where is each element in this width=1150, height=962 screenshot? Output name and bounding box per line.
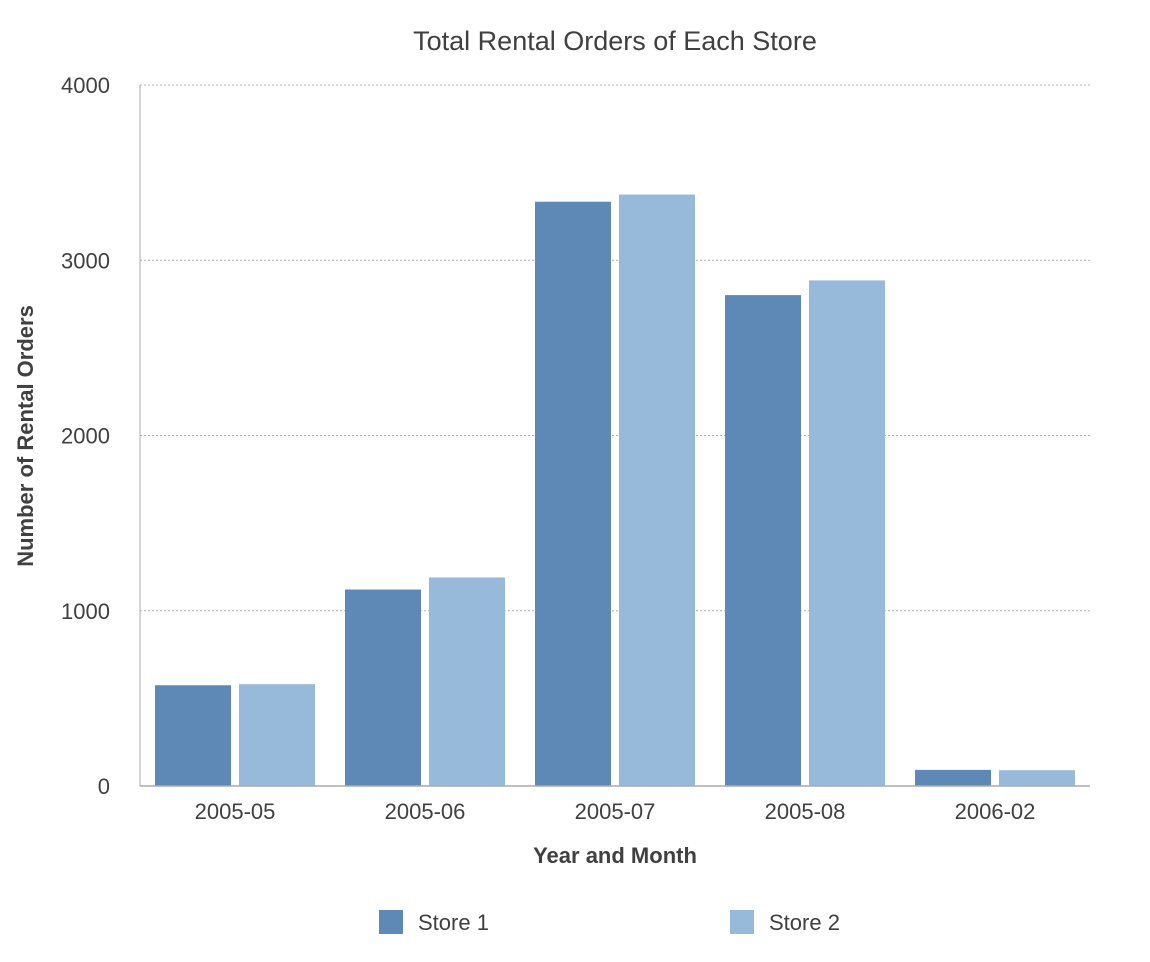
legend-swatch <box>730 910 754 934</box>
bar-store-1-2005-05 <box>155 685 231 786</box>
axes <box>139 85 1090 787</box>
y-tick-label: 1000 <box>61 599 110 624</box>
bar-store-2-2005-06 <box>429 577 505 786</box>
bar-store-2-2005-08 <box>809 280 885 786</box>
bar-store-1-2006-02 <box>915 769 991 786</box>
bar-store-1-2005-06 <box>345 589 421 786</box>
y-tick-label: 3000 <box>61 248 110 273</box>
gridlines <box>140 84 1090 612</box>
y-tick-label: 2000 <box>61 424 110 449</box>
y-tick-label: 0 <box>98 774 110 799</box>
y-tick-label: 4000 <box>61 73 110 98</box>
x-tick-label: 2005-07 <box>575 799 656 824</box>
bar-store-1-2005-08 <box>725 295 801 786</box>
legend-item-store-2: Store 2 <box>730 910 840 935</box>
bar-store-1-2005-07 <box>535 201 611 787</box>
bars <box>155 194 1075 787</box>
bar-store-2-2005-07 <box>619 194 695 786</box>
x-tick-label: 2005-05 <box>195 799 276 824</box>
x-axis-label: Year and Month <box>533 843 697 868</box>
legend-item-store-1: Store 1 <box>379 910 489 935</box>
y-tick-labels: 0 1000 2000 3000 4000 <box>61 73 110 799</box>
x-tick-label: 2005-06 <box>385 799 466 824</box>
bar-store-2-2006-02 <box>999 770 1075 786</box>
legend-label: Store 2 <box>769 910 840 935</box>
legend: Store 1 Store 2 <box>379 910 840 935</box>
x-tick-labels: 2005-05 2005-06 2005-07 2005-08 2006-02 <box>195 799 1036 824</box>
x-tick-label: 2006-02 <box>955 799 1036 824</box>
legend-label: Store 1 <box>418 910 489 935</box>
bar-store-2-2005-05 <box>239 684 315 786</box>
legend-swatch <box>379 910 403 934</box>
x-tick-label: 2005-08 <box>765 799 846 824</box>
chart-title: Total Rental Orders of Each Store <box>413 26 817 56</box>
y-axis-label: Number of Rental Orders <box>13 305 38 567</box>
